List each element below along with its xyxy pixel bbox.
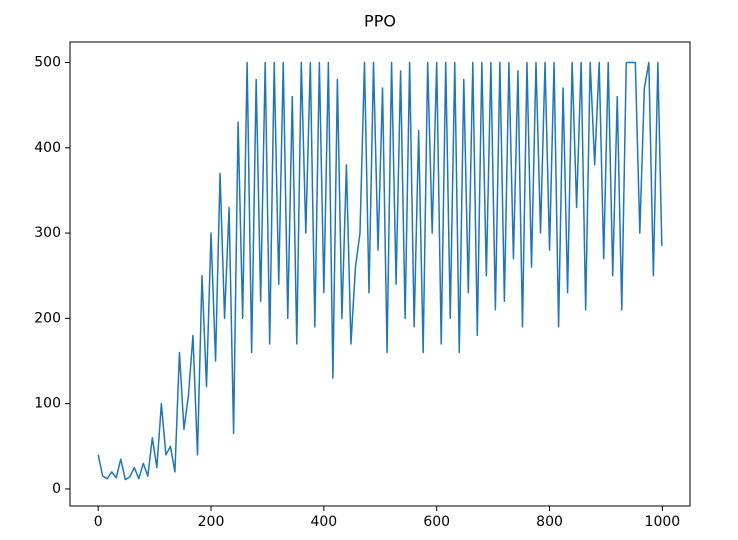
x-tick-label: 200 [198,514,225,530]
x-tick-label: 600 [423,514,450,530]
x-tick-label: 1000 [645,514,681,530]
y-tick-label: 300 [34,225,61,241]
plot-frame [69,41,691,507]
y-tick-label: 400 [34,140,61,156]
data-line [97,61,663,481]
y-tick-label: 200 [34,310,61,326]
y-tick-label: 500 [34,54,61,70]
chart-title: PPO [364,12,396,31]
x-tick-label: 800 [536,514,563,530]
y-tick-label: 100 [34,396,61,412]
x-tick-label: 0 [94,514,103,530]
x-tick-label: 400 [310,514,337,530]
y-tick-label: 0 [52,481,61,497]
